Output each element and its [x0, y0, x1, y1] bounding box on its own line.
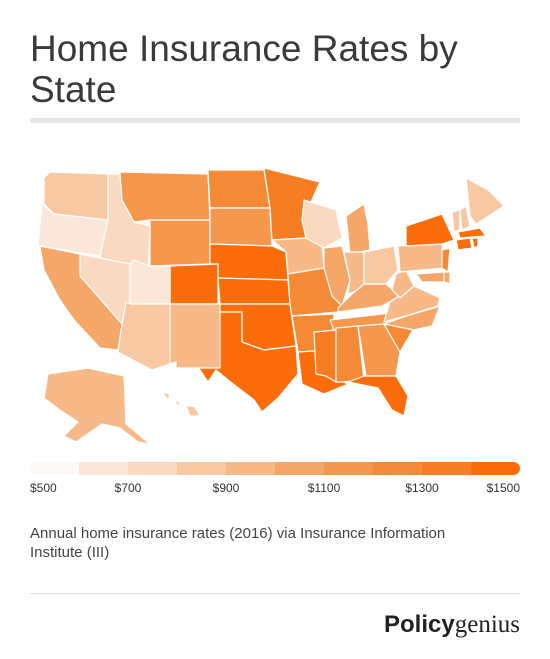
- state-sd: [209, 207, 273, 247]
- state-az: [117, 301, 171, 371]
- state-pa: [397, 241, 445, 273]
- state-wa: [43, 171, 109, 221]
- policygenius-logo: Policygenius: [384, 611, 520, 639]
- state-ct: [455, 237, 473, 251]
- legend-swatch: [30, 462, 79, 475]
- logo-part-policy: Policy: [384, 611, 455, 638]
- state-mt: [119, 171, 211, 223]
- state-wy: [149, 219, 211, 267]
- us-choropleth-map: [37, 167, 505, 445]
- state-nd: [207, 169, 271, 209]
- page-title: Home Insurance Rates by State: [30, 28, 458, 110]
- legend-label: $700: [114, 481, 142, 495]
- legend-swatch: [177, 462, 226, 475]
- legend-swatch: [226, 462, 275, 475]
- state-me: [465, 177, 505, 225]
- legend-swatch: [79, 462, 128, 475]
- state-de: [443, 271, 451, 285]
- state-nm: [169, 303, 221, 369]
- state-ma: [457, 227, 487, 239]
- legend-swatch: [471, 462, 520, 475]
- state-vt: [451, 209, 461, 233]
- state-mi: [345, 203, 371, 255]
- state-md: [415, 271, 445, 283]
- footer-divider: [30, 593, 520, 594]
- state-ks: [217, 277, 291, 305]
- state-hi: [161, 391, 201, 417]
- state-nh: [459, 205, 471, 231]
- legend-labels: $500 $700 $900 $1100 $1300 $1500: [30, 481, 520, 497]
- source-caption: Annual home insurance rates (2016) via I…: [30, 525, 446, 561]
- state-ri: [471, 237, 479, 249]
- title-divider: [30, 118, 520, 123]
- state-ga: [357, 323, 401, 377]
- state-ca: [39, 245, 123, 351]
- legend-swatch: [324, 462, 373, 475]
- state-nj: [441, 247, 451, 273]
- state-ms: [313, 329, 337, 383]
- state-oh: [363, 245, 399, 285]
- legend-color-scale: [30, 462, 520, 475]
- state-co: [169, 263, 219, 305]
- legend-label: $500: [30, 481, 57, 495]
- legend-swatch: [128, 462, 177, 475]
- state-ak: [43, 367, 151, 445]
- state-ny: [405, 213, 455, 247]
- legend-swatch: [275, 462, 324, 475]
- legend-label: $1300: [405, 481, 439, 495]
- state-fl: [347, 375, 409, 417]
- legend-label: $900: [212, 481, 240, 495]
- legend-swatch: [373, 462, 422, 475]
- state-ne: [209, 243, 289, 281]
- legend-swatch: [422, 462, 471, 475]
- legend-label: $1100: [307, 481, 341, 495]
- legend-label: $1500: [486, 481, 520, 495]
- state-ut: [129, 259, 171, 305]
- logo-part-genius: genius: [454, 611, 520, 638]
